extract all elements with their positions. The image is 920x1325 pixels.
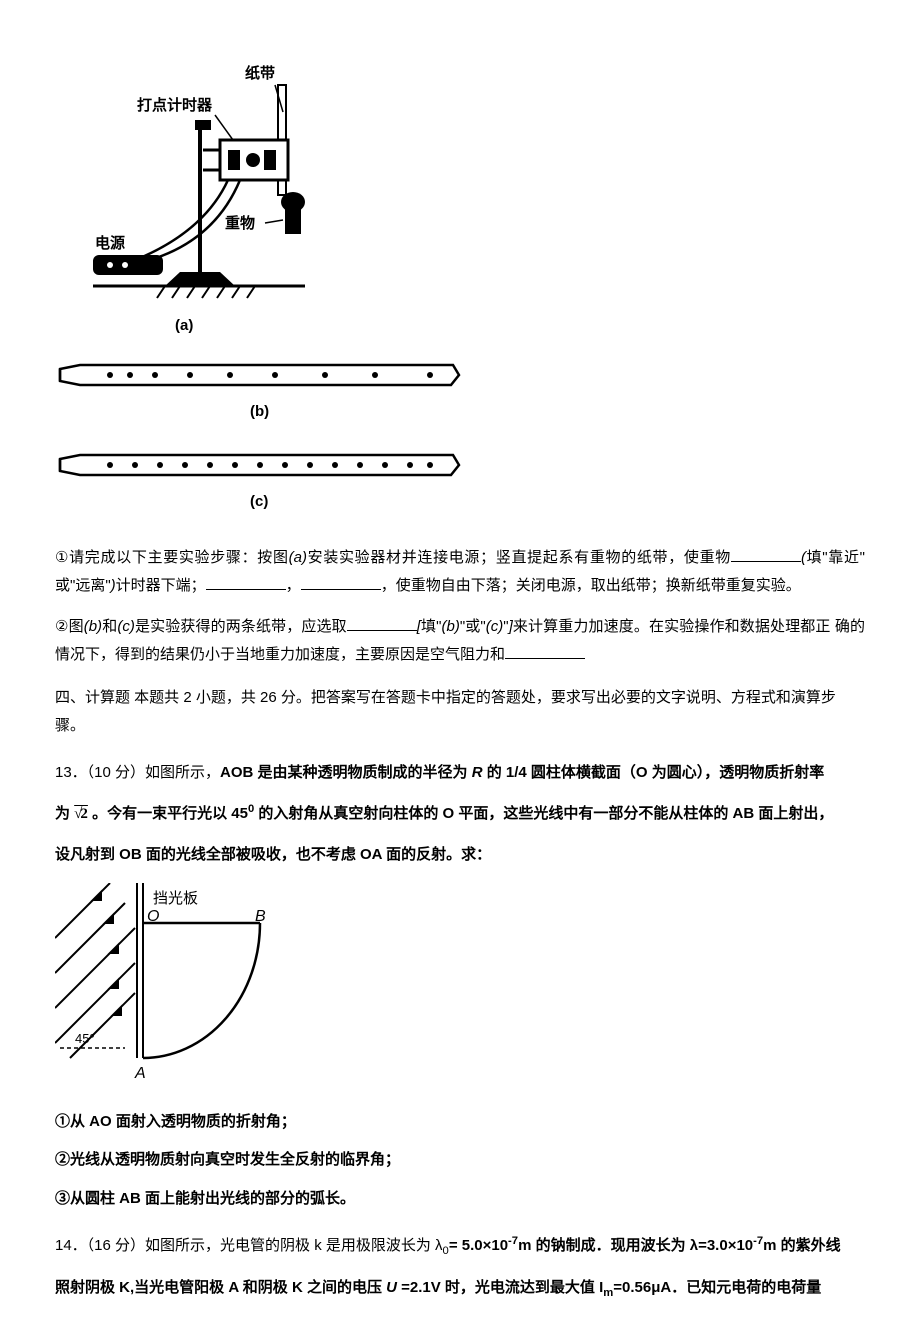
q1-blank-1	[731, 547, 801, 562]
q13-sub3-c: ③	[55, 1190, 70, 1207]
q13-R: R	[472, 764, 483, 781]
q13-sub2-c: ②	[55, 1151, 70, 1168]
figure-a-svg: 纸带 打点计时器 重物 电源	[65, 60, 325, 340]
q1-h1a: 填"靠近"	[806, 549, 865, 566]
q13-para-3: 设凡射到 OB 面的光线全部被吸收，也不考虑 OA 面的反射。求：	[55, 841, 865, 870]
q13-sqrt2-val: 2	[80, 806, 88, 822]
figure-c-caption: (c)	[250, 493, 268, 510]
figure-b-container: (b)	[55, 361, 865, 442]
q2-hc: "或"	[460, 618, 486, 635]
q13-label-A: A	[134, 1065, 146, 1082]
q13-label-baffle: 挡光板	[153, 889, 198, 907]
figure-a-container: 纸带 打点计时器 重物 电源	[55, 60, 865, 351]
q13-t2: 的 1/4 圆柱体横截面（O 为圆心），透明物质折射率	[483, 764, 825, 781]
section-4-heading: 四、计算题 本题共 2 小题，共 26 分。把答案写在答题卡中指定的答题处，要求…	[55, 684, 865, 741]
figure-c-svg: (c)	[55, 451, 475, 521]
q2-ta: 图	[68, 618, 83, 635]
q1-tc: 安装实验器材并连接电源；竖直提起系有重物的纸带，使重物	[307, 549, 731, 566]
q13-sub1: ①从 AO 面射入透明物质的折射角；	[55, 1108, 865, 1137]
figure-a-label-tape: 纸带	[245, 64, 275, 82]
q13-t1: AOB 是由某种透明物质制成的半径为	[220, 764, 472, 781]
q2-ha: 填"	[421, 618, 442, 635]
q1-blank-3	[301, 575, 381, 590]
q2-te: 是实验获得的两条纸带，应选取	[135, 618, 347, 635]
q13-figure-container: 挡光板 O B A 45°	[55, 883, 865, 1094]
circled-2: ②	[55, 613, 68, 642]
q14-para-1: 14．（16 分）如图所示，光电管的阴极 k 是用极限波长为 λ0= 5.0×1…	[55, 1231, 865, 1262]
q13-t5: 的入射角从真空射向柱体的 O 平面，这些光线中有一部分不能从柱体的 AB 面上射…	[254, 805, 833, 822]
q2-td: (c)	[117, 618, 135, 635]
q14-t4: 照射阴极 K,当光电管阳极 A 和阴极 K 之间的电压	[55, 1279, 386, 1296]
q2-hd: (c)	[486, 618, 504, 635]
q1-tf: ，使重物自由下落；关闭电源，取出纸带；换新纸带重复实验。	[381, 577, 801, 594]
figure-c-container: (c)	[55, 451, 865, 532]
q14-t1: = 5.0×10	[449, 1237, 508, 1254]
q2-tb: (b)	[84, 618, 102, 635]
q13-num: 13．（10 分）如图所示，	[55, 764, 220, 781]
circled-1: ①	[55, 544, 68, 573]
q1-ta: 请完成以下主要实验步骤：按图	[68, 549, 288, 566]
q1-tb: (a)	[289, 549, 307, 566]
q13-para-2: 为 √2 。今有一束平行光以 450 的入射角从真空射向柱体的 O 平面，这些光…	[55, 799, 865, 829]
q2-blank-2	[505, 644, 585, 659]
q13-sqrt2: √2	[74, 806, 88, 822]
q1-td: 或"远离"	[55, 577, 111, 594]
q13-sub2-t: 光线从透明物质射向真空时发生全反射的临界角；	[70, 1151, 400, 1168]
q13-para-1: 13．（10 分）如图所示，AOB 是由某种透明物质制成的半径为 R 的 1/4…	[55, 759, 865, 788]
figure-a-label-timer: 打点计时器	[137, 96, 213, 114]
q14-e7b: -7	[753, 1235, 763, 1247]
q2-blank-1	[347, 616, 417, 631]
q13-t4: 。今有一束平行光以 45	[88, 805, 248, 822]
q2-tf: 来计算重力加速度。在实验操作和数据处理都正	[513, 618, 831, 635]
q13-sub3: ③从圆柱 AB 面上能射出光线的部分的弧长。	[55, 1185, 865, 1214]
q14-t2: m 的钠制成．现用波长为 λ=3.0×10	[518, 1237, 753, 1254]
question-1-para: ①请完成以下主要实验步骤：按图(a)安装实验器材并连接电源；竖直提起系有重物的纸…	[55, 544, 865, 601]
q13-sub3-t: 从圆柱 AB 面上能射出光线的部分的弧长。	[70, 1190, 355, 1207]
q14-t5: =2.1V 时，光电流达到最大值 I	[397, 1279, 603, 1296]
q2-hb: (b)	[441, 618, 459, 635]
q14-num: 14．（16 分）如图所示，光电管的阴极 k 是用极限波长为 λ	[55, 1237, 443, 1254]
figure-a-label-weight: 重物	[225, 214, 255, 232]
q14-t3: m 的紫外线	[763, 1237, 841, 1254]
figure-a-caption: (a)	[175, 317, 193, 334]
q2-tc: 和	[102, 618, 117, 635]
q13-figure-svg: 挡光板 O B A 45°	[55, 883, 285, 1083]
q14-t6: =0.56μA．已知元电荷的电荷量	[613, 1279, 821, 1296]
q13-sub2: ②光线从透明物质射向真空时发生全反射的临界角；	[55, 1146, 865, 1175]
q14-para-2: 照射阴极 K,当光电管阳极 A 和阴极 K 之间的电压 U =2.1V 时，光电…	[55, 1274, 865, 1304]
q13-label-45: 45°	[75, 1031, 95, 1046]
q1-blank-2	[206, 575, 286, 590]
figure-b-caption: (b)	[250, 403, 269, 420]
q13-sub1-t: 从 AO 面射入透明物质的折射角；	[70, 1113, 296, 1130]
q13-sub1-c: ①	[55, 1113, 70, 1130]
q14-subm: m	[603, 1287, 613, 1299]
q1-comma: ，	[286, 577, 301, 594]
figure-b-svg: (b)	[55, 361, 475, 431]
q14-e7a: -7	[508, 1235, 518, 1247]
figure-a-label-power: 电源	[95, 234, 125, 252]
q13-t3: 为	[55, 805, 74, 822]
q1-te: 计时器下端；	[116, 577, 206, 594]
question-2-para: ②图(b)和(c)是实验获得的两条纸带，应选取[填"(b)"或"(c)"]来计算…	[55, 613, 865, 670]
q13-t6: 设凡射到 OB 面的光线全部被吸收，也不考虑 OA 面的反射。求：	[55, 846, 491, 863]
q14-U: U	[386, 1279, 397, 1296]
